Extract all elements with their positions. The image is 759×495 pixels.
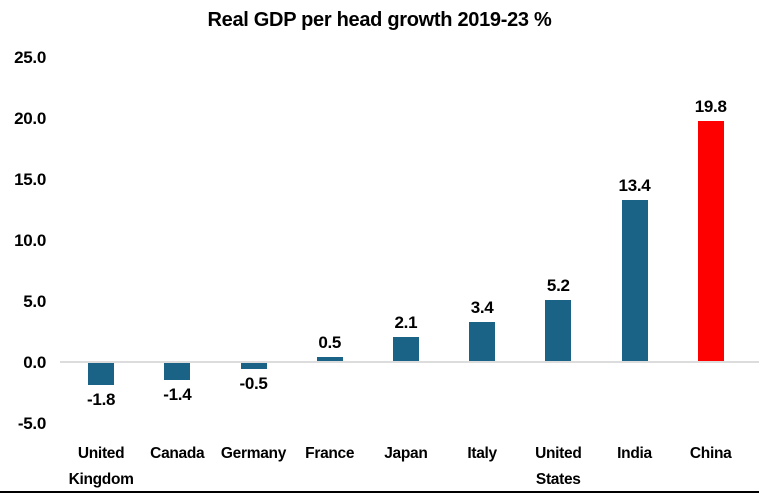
value-label-canada: -1.4 — [163, 385, 192, 405]
category-label-china: China — [689, 445, 732, 462]
y-tick-label: 25.0 — [14, 48, 46, 67]
bar-canada — [164, 363, 191, 381]
value-label-germany: -0.5 — [239, 374, 268, 394]
bar-japan — [392, 337, 419, 363]
value-label-japan: 2.1 — [394, 313, 418, 333]
category-label-india: India — [617, 445, 652, 462]
bar-united-states — [545, 299, 572, 363]
value-label-india: 13.4 — [618, 175, 651, 195]
chart-title: Real GDP per head growth 2019-23 % — [207, 9, 552, 31]
bar-united-kingdom — [88, 363, 115, 385]
y-tick-label: 5.0 — [23, 292, 46, 311]
bar-france — [316, 356, 343, 363]
category-label-canada: Canada — [150, 445, 205, 462]
zero-axis-line — [60, 361, 759, 363]
category-label-united-kingdom: United Kingdom — [68, 445, 134, 488]
bottom-border-line — [0, 491, 759, 493]
y-tick-label: 15.0 — [14, 170, 46, 189]
value-label-france: 0.5 — [318, 332, 342, 352]
category-label-japan: Japan — [384, 445, 428, 462]
y-tick-label: 0.0 — [23, 353, 46, 372]
bar-china — [697, 121, 724, 363]
bar-india — [621, 199, 648, 363]
value-label-china: 19.8 — [694, 97, 727, 117]
bar-germany — [240, 363, 267, 370]
category-label-france: France — [305, 445, 355, 462]
value-label-united-states: 5.2 — [546, 275, 570, 295]
category-label-united-states: United States — [535, 445, 582, 488]
category-label-germany: Germany — [220, 445, 287, 462]
category-label-italy: Italy — [467, 445, 497, 462]
y-tick-label: 20.0 — [14, 109, 46, 128]
value-label-italy: 3.4 — [470, 297, 494, 317]
y-tick-label: -5.0 — [17, 414, 46, 433]
value-label-united-kingdom: -1.8 — [87, 389, 116, 409]
bar-italy — [469, 321, 496, 363]
y-tick-label: 10.0 — [14, 231, 46, 250]
